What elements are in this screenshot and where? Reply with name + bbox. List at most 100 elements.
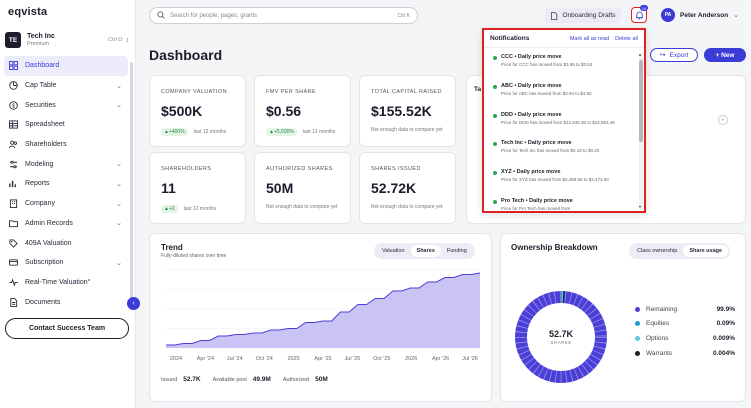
notifications-title: Notifications — [490, 35, 530, 42]
user-name: Peter Anderson — [680, 11, 729, 19]
x-tick-label: 2024 — [170, 356, 182, 362]
sidebar-item-label: Modeling — [25, 160, 54, 168]
sidebar-item-label: Dashboard — [25, 62, 60, 70]
chart-icon — [8, 179, 18, 189]
search-input[interactable]: Search for people, pages, grants Ctrl K — [149, 7, 418, 24]
trend-footer: Issued 52.7K Available pool 49.9M Authoriz… — [161, 376, 340, 383]
dollar-icon: $ — [8, 100, 18, 110]
document-icon — [8, 297, 18, 307]
scroll-up-icon[interactable]: ▲ — [638, 52, 642, 57]
metric-value: 11 — [161, 180, 176, 196]
tab-class-ownership[interactable]: Class ownership — [637, 248, 678, 254]
users-icon — [8, 140, 18, 150]
sidebar-item-modeling[interactable]: Modeling ⌄ — [4, 154, 128, 174]
sidebar-item-company[interactable]: Company ⌄ — [4, 194, 128, 214]
sidebar-item-dashboard[interactable]: Dashboard — [4, 56, 128, 76]
onboarding-drafts-label: Onboarding Drafts — [562, 12, 616, 19]
notifications-button[interactable]: 10 — [631, 5, 648, 23]
chevron-left-icon: ‹ — [132, 300, 135, 307]
page-title: Dashboard — [149, 47, 223, 63]
company-switcher[interactable]: TE Tech Inc Premium Ctrl O ↕ — [5, 27, 129, 53]
notifications-list: CCC • Daily price move Price for CCC has … — [484, 51, 638, 211]
chevron-down-icon: ⌄ — [733, 12, 740, 19]
metric-label: FMV PER SHARE — [266, 89, 317, 95]
notification-item[interactable]: Tech Inc • Daily price move Price for Tec… — [484, 137, 638, 166]
legend-item: Warrants 0.004% — [635, 350, 735, 357]
sidebar-item-label: Shareholders — [25, 141, 67, 149]
tab-share-usage[interactable]: Share usage — [683, 245, 729, 257]
x-tick-label: Jul '26 — [462, 356, 478, 362]
notification-item[interactable]: ABC • Daily price move Price for ABC has … — [484, 80, 638, 109]
notification-item[interactable]: XYZ • Daily price move Price for XYZ has … — [484, 166, 638, 195]
card-title-fragment: Ta — [474, 86, 482, 93]
notification-item[interactable]: Pro Tech • Daily price move Price for Pro… — [484, 195, 638, 211]
sidebar-item-reports[interactable]: Reports ⌄ — [4, 174, 128, 194]
delete-all-link[interactable]: Delete all — [615, 35, 638, 42]
sidebar-item-409a-valuation[interactable]: 409A Valuation — [4, 233, 128, 253]
legend-name: Warrants — [646, 350, 673, 357]
contact-success-team-button[interactable]: Contact Success Team — [5, 318, 129, 339]
sidebar-item-cap-table[interactable]: Cap Table ⌄ — [4, 76, 128, 96]
mark-all-read-link[interactable]: Mark all as read — [569, 35, 610, 42]
export-button[interactable]: ↪ Export — [650, 48, 698, 62]
export-label: Export — [669, 51, 689, 59]
scroll-thumb[interactable] — [639, 60, 643, 142]
metric-label: SHARES ISSUED — [371, 166, 421, 172]
trend-tabs: Valuation Shares Funding — [374, 243, 475, 259]
legend-value: 99.9% — [716, 306, 735, 313]
notification-title: Pro Tech • Daily price move — [501, 197, 573, 204]
sidebar-item-subscription[interactable]: Subscription ⌄ — [4, 253, 128, 273]
sidebar-item-label: Documents — [25, 298, 61, 306]
donut-tick-overlay — [515, 291, 607, 383]
notification-title: Tech Inc • Daily price move — [501, 140, 572, 147]
sidebar-item-documents[interactable]: Documents — [4, 292, 128, 312]
onboarding-drafts-button[interactable]: Onboarding Drafts — [545, 8, 621, 23]
metric-value: 52.72K — [371, 180, 417, 196]
avatar: PA — [661, 8, 675, 22]
chevron-right-icon[interactable]: › — [718, 115, 728, 125]
sidebar-item-label: Cap Table — [25, 82, 57, 90]
legend-name: Options — [646, 335, 669, 342]
metric-card-company-valuation: COMPANY VALUATION $500K ▲+400% last 12 mo… — [149, 75, 246, 147]
ownership-tabs: Class ownership Share usage — [629, 243, 731, 259]
pulse-icon — [8, 277, 18, 287]
trend-area — [166, 273, 480, 348]
sidebar-item-shareholders[interactable]: Shareholders — [4, 135, 128, 155]
sidebar-item-admin-records[interactable]: Admin Records ⌄ — [4, 214, 128, 234]
pie-icon — [8, 81, 18, 91]
metric-card-shares-issued: SHARES ISSUED 52.72K Not enough data to … — [359, 152, 456, 224]
new-button[interactable]: + New — [704, 48, 746, 62]
notification-body: Price for XYZ has moved from $2,459.56 t… — [501, 177, 609, 183]
app-logo[interactable]: eqvista — [8, 6, 48, 18]
metric-label: SHAREHOLDERS — [161, 166, 212, 172]
notification-title: XYZ • Daily price move — [501, 169, 561, 176]
tab-shares[interactable]: Shares — [410, 245, 441, 257]
sidebar-item-label: Spreadsheet — [25, 121, 65, 129]
scroll-down-icon[interactable]: ▼ — [638, 204, 642, 209]
sidebar-item-securities[interactable]: $ Securities ⌄ — [4, 95, 128, 115]
sidebar-item-real-time-valuation[interactable]: Real-Time Valuation° — [4, 273, 128, 293]
chevron-down-icon: ⌄ — [116, 82, 122, 90]
folder-icon — [8, 218, 18, 228]
donut-slice — [515, 291, 607, 383]
tab-funding[interactable]: Funding — [446, 248, 467, 254]
metric-card-fmv-per-share: FMV PER SHARE $0.56 ▲+5,500% last 12 mont… — [254, 75, 351, 147]
x-tick-label: Apr '24 — [197, 356, 214, 362]
tag-icon — [8, 238, 18, 248]
sidebar-item-spreadsheet[interactable]: Spreadsheet — [4, 115, 128, 135]
metric-card-total-capital-raised: TOTAL CAPITAL RAISED $155.52K Not enough… — [359, 75, 456, 147]
search-icon — [157, 10, 165, 21]
user-menu[interactable]: PA Peter Anderson ⌄ — [661, 8, 739, 22]
search-shortcut: Ctrl K — [397, 12, 411, 19]
tab-valuation[interactable]: Valuation — [382, 248, 405, 254]
metric-value: 50M — [266, 180, 294, 196]
notifications-scrollbar[interactable]: ▲ ▼ — [638, 52, 643, 210]
sidebar-scrollbar[interactable] — [130, 62, 133, 310]
metric-period: last 12 months — [183, 206, 217, 212]
donut-center-value: 52.7K — [548, 329, 574, 339]
metric-value: $155.52K — [371, 103, 432, 119]
notification-item[interactable]: CCC • Daily price move Price for CCC has … — [484, 51, 638, 80]
collapse-sidebar-button[interactable]: ‹ — [127, 297, 140, 310]
notification-item[interactable]: DDD • Daily price move Price for DDD has … — [484, 109, 638, 138]
authorized-value: 50M — [315, 376, 328, 383]
